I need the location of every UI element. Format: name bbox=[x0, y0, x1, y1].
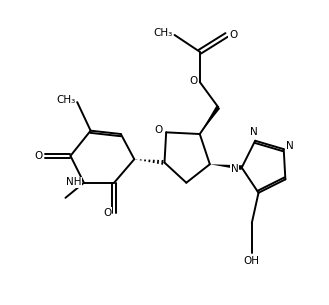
Text: O: O bbox=[155, 125, 163, 135]
Text: O: O bbox=[104, 208, 112, 218]
Text: O: O bbox=[35, 151, 43, 161]
Text: NH: NH bbox=[66, 177, 82, 187]
Text: O: O bbox=[189, 76, 197, 86]
Text: N: N bbox=[287, 141, 294, 151]
Text: CH₃: CH₃ bbox=[56, 95, 76, 106]
Text: CH₃: CH₃ bbox=[154, 28, 173, 38]
Text: N: N bbox=[250, 127, 257, 137]
Text: O: O bbox=[229, 30, 237, 40]
Polygon shape bbox=[210, 164, 242, 170]
Polygon shape bbox=[200, 106, 220, 134]
Text: N: N bbox=[231, 164, 239, 174]
Text: OH: OH bbox=[244, 256, 260, 266]
